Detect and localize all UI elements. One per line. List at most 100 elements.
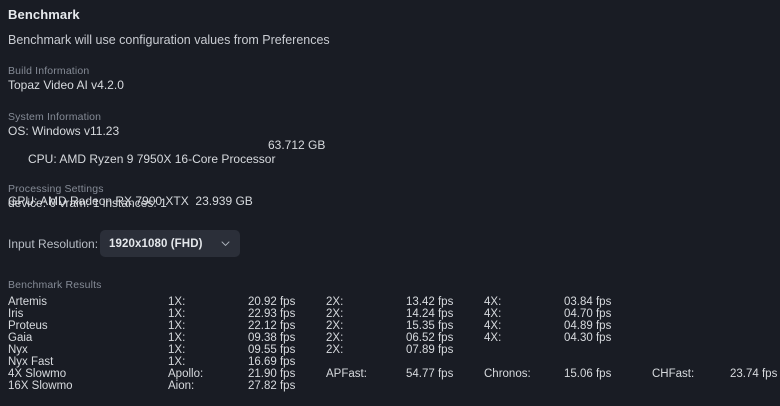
benchmark-scale-2: APFast:: [326, 368, 367, 380]
input-resolution-value: 1920x1080 (FHD): [109, 237, 203, 250]
benchmark-scale-2: [326, 380, 406, 392]
gpu-text: GPU: AMD Radeon RX 7900 XTX 23.939 GB: [8, 194, 253, 208]
benchmark-scale-2: 2X:: [326, 344, 344, 356]
benchmark-fps-3: 03.84 fps: [564, 296, 612, 308]
system-information-section: System Information OS: Windows v11.23 CP…: [8, 110, 325, 208]
benchmark-model-name: Artemis: [8, 296, 47, 308]
benchmark-scale-1: 1X:: [168, 308, 186, 320]
benchmark-fps-4: [730, 308, 772, 320]
benchmark-scale-2: 2X:: [326, 308, 344, 320]
benchmark-fps-4: [730, 380, 772, 392]
benchmark-scale-2: 2X:: [326, 332, 344, 344]
system-information-heading: System Information: [8, 111, 102, 123]
chevron-down-icon: [220, 238, 231, 249]
benchmark-scale-3: Chronos:: [484, 368, 531, 380]
benchmark-scale-3: 4X:: [484, 308, 502, 320]
table-row: Iris 1X: 22.93 fps 2X: 14.24 fps 4X: 04.70 fps: [8, 308, 772, 320]
benchmark-fps-1: 22.12 fps: [248, 320, 296, 332]
input-resolution-row: Input Resolution: 1920x1080 (FHD): [8, 230, 248, 257]
benchmark-scale-1: 1X:: [168, 344, 186, 356]
benchmark-scale-4: CHFast:: [652, 368, 695, 380]
benchmark-scale-1: 1X:: [168, 320, 186, 332]
benchmark-fps-1: 09.38 fps: [248, 332, 296, 344]
benchmark-fps-4: [730, 296, 772, 308]
benchmark-scale-3: [484, 356, 564, 368]
app-version-text: Topaz Video AI v4.2.0: [8, 78, 124, 92]
input-resolution-select[interactable]: 1920x1080 (FHD): [100, 230, 240, 257]
benchmark-fps-1: 16.69 fps: [248, 356, 296, 368]
benchmark-scale-3: [484, 344, 564, 356]
page-subtitle: Benchmark will use configuration values …: [8, 33, 330, 47]
benchmark-fps-2: 06.52 fps: [406, 332, 454, 344]
benchmark-fps-1: 27.82 fps: [248, 380, 296, 392]
benchmark-fps-4: [730, 320, 772, 332]
table-row: Nyx Fast 1X: 16.69 fps: [8, 356, 772, 368]
benchmark-scale-2: [326, 356, 406, 368]
benchmark-scale-1: 1X:: [168, 332, 186, 344]
benchmark-fps-1: 20.92 fps: [248, 296, 296, 308]
benchmark-scale-1: Apollo:: [168, 368, 204, 380]
benchmark-results-table: Artemis 1X: 20.92 fps 2X: 13.42 fps 4X: 03.84 …: [8, 296, 777, 392]
benchmark-model-name: Iris: [8, 308, 24, 320]
benchmark-fps-4: [730, 332, 772, 344]
input-resolution-label: Input Resolution:: [8, 236, 99, 251]
table-row: 4X Slowmo Apollo: 21.90 fps APFast: 54.77 fp…: [8, 368, 777, 380]
table-row: Nyx 1X: 09.55 fps 2X: 07.89 fps: [8, 344, 772, 356]
cpu-memory-text: 63.712 GB: [268, 138, 326, 152]
processing-settings-heading: Processing Settings: [8, 183, 104, 195]
benchmark-fps-3: 04.89 fps: [564, 320, 612, 332]
benchmark-scale-2: 2X:: [326, 296, 344, 308]
benchmark-fps-3: [564, 344, 652, 356]
table-row: Artemis 1X: 20.92 fps 2X: 13.42 fps 4X: 03.84 …: [8, 296, 772, 308]
benchmark-fps-2: [406, 356, 484, 368]
benchmark-fps-2: 15.35 fps: [406, 320, 454, 332]
table-row: 16X Slowmo Aion: 27.82 fps: [8, 380, 772, 392]
benchmark-fps-3: 04.30 fps: [564, 332, 612, 344]
benchmark-scale-2: 2X:: [326, 320, 344, 332]
benchmark-model-name: 16X Slowmo: [8, 380, 73, 392]
benchmark-scale-4: [652, 320, 730, 332]
benchmark-results-section: Benchmark Results Artemis 1X: 20.92 fps 2X:…: [8, 279, 777, 392]
processing-settings-section: Processing Settings device: 0 vram: 1 in…: [8, 182, 167, 210]
benchmark-scale-4: [652, 332, 730, 344]
benchmark-model-name: Nyx: [8, 344, 28, 356]
build-information-heading: Build Information: [8, 65, 90, 77]
benchmark-fps-2: 14.24 fps: [406, 308, 454, 320]
build-information-section: Build Information Topaz Video AI v4.2.0: [8, 64, 124, 92]
benchmark-scale-4: [652, 308, 730, 320]
benchmark-fps-3: [564, 356, 652, 368]
cpu-text: CPU: AMD Ryzen 9 7950X 16-Core Processor: [28, 152, 276, 166]
benchmark-fps-3: 15.06 fps: [564, 368, 612, 380]
benchmark-scale-4: [652, 380, 730, 392]
cpu-row: CPU: AMD Ryzen 9 7950X 16-Core Processor…: [8, 138, 325, 194]
benchmark-fps-2: 13.42 fps: [406, 296, 454, 308]
benchmark-fps-1: 09.55 fps: [248, 344, 296, 356]
benchmark-scale-3: 4X:: [484, 332, 502, 344]
page-title: Benchmark: [8, 7, 80, 22]
benchmark-fps-2: [406, 380, 484, 392]
benchmark-fps-2: 07.89 fps: [406, 344, 454, 356]
benchmark-model-name: Proteus: [8, 320, 48, 332]
benchmark-fps-4: [730, 356, 772, 368]
benchmark-scale-4: [652, 356, 730, 368]
benchmark-results-heading: Benchmark Results: [8, 279, 102, 291]
os-text: OS: Windows v11.23: [8, 124, 120, 138]
benchmark-model-name: Gaia: [8, 332, 33, 344]
processing-settings-values: device: 0 vram: 1 instances: 1: [8, 196, 167, 210]
benchmark-scale-1: 1X:: [168, 296, 186, 308]
benchmark-scale-3: 4X:: [484, 320, 502, 332]
benchmark-model-name: 4X Slowmo: [8, 368, 67, 380]
benchmark-scale-1: Aion:: [168, 380, 195, 392]
benchmark-scale-3: [484, 380, 564, 392]
benchmark-fps-1: 22.93 fps: [248, 308, 296, 320]
benchmark-scale-1: 1X:: [168, 356, 186, 368]
table-row: Gaia 1X: 09.38 fps 2X: 06.52 fps 4X: 04.30 fps: [8, 332, 772, 344]
benchmark-scale-4: [652, 344, 730, 356]
benchmark-fps-2: 54.77 fps: [406, 368, 454, 380]
benchmark-fps-4: [730, 344, 772, 356]
table-row: Proteus 1X: 22.12 fps 2X: 15.35 fps 4X: 04.89 …: [8, 320, 772, 332]
benchmark-scale-4: [652, 296, 730, 308]
benchmark-fps-3: 04.70 fps: [564, 308, 612, 320]
benchmark-fps-3: [564, 380, 652, 392]
